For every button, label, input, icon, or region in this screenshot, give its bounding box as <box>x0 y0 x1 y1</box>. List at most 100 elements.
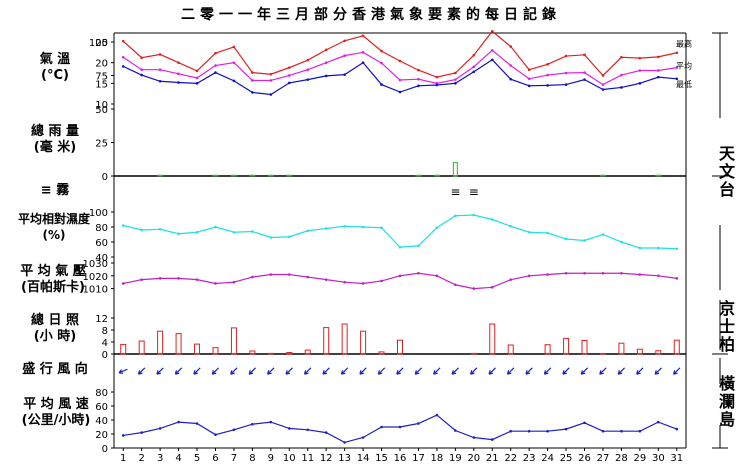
temperature-min-line-point <box>509 77 513 81</box>
wind-speed-line-point <box>214 433 217 437</box>
temperature-mean-line-point <box>343 54 346 57</box>
temperature-min-line-point <box>601 88 605 91</box>
wind-direction-arrow <box>322 367 330 375</box>
temperature-max-line-point <box>324 48 328 52</box>
wind-direction-arrow <box>562 367 570 375</box>
wind-direction-arrow <box>230 367 238 375</box>
sunshine-bar <box>489 323 496 355</box>
day-label: 7 <box>231 453 237 464</box>
wind-speed-line-point <box>546 429 549 433</box>
temperature-min-line-point <box>251 91 254 94</box>
wind-direction-arrow <box>414 367 423 375</box>
temperature-min-line-point <box>380 83 383 86</box>
temperature-min-line-point <box>472 70 476 74</box>
temperature-min-line-point <box>158 79 162 83</box>
humidity-label: 平均相對濕度 (%) <box>17 212 90 242</box>
wind-direction-arrow <box>359 367 367 375</box>
temperature-max-line-point <box>287 66 291 69</box>
wind-speed-line-point <box>657 420 660 424</box>
day-label: 31 <box>670 453 683 464</box>
temperature-max-line-point <box>583 53 586 57</box>
fog-marker: ≡ <box>469 185 479 199</box>
wind-direction-arrow <box>654 367 662 375</box>
station-observatory: 天文台 <box>718 144 735 199</box>
wind-speed-axis-tick-label: 0 <box>102 444 108 455</box>
sunshine-bar <box>397 339 403 355</box>
wind-direction-arrow <box>304 367 312 375</box>
wind-direction-arrow <box>507 367 515 375</box>
wind-speed-label: 平 均 風 速 (公里/小時) <box>21 397 91 428</box>
temperature-mean-line-point <box>472 65 476 69</box>
pressure-axis-tick-label: 1030 <box>83 259 108 270</box>
wind-direction-arrowhead <box>322 370 325 375</box>
temperature-min-line-point <box>232 79 236 83</box>
wind-speed-line-point <box>472 436 476 439</box>
wind-speed-line-point <box>158 427 162 430</box>
wind-direction-arrowhead <box>543 370 547 375</box>
pressure-line-point <box>214 282 217 285</box>
pressure-line-point <box>306 275 310 279</box>
wind-direction-arrowhead <box>156 370 159 375</box>
day-label: 14 <box>357 453 370 464</box>
wind-direction-arrow <box>377 367 386 375</box>
temperature-min-line-point <box>306 78 310 81</box>
temperature-max-line-point <box>454 71 457 75</box>
wind-direction-arrow <box>193 367 201 375</box>
temperature-max-line-point <box>306 58 310 62</box>
sunshine-axis-tick-label: 8 <box>102 326 108 337</box>
wind-direction-arrowhead <box>506 370 510 375</box>
sunshine-bar <box>581 340 588 355</box>
temperature-min-line-point <box>398 90 402 94</box>
temperature-mean-line-point <box>177 72 180 76</box>
wind-speed-line-point <box>527 429 531 433</box>
temperature-mean-line-point <box>324 61 328 64</box>
temperature-max-line-point <box>361 34 365 38</box>
temperature-mean-line-point <box>269 79 273 82</box>
temperature-mean-line-point <box>638 69 642 72</box>
wind-direction-arrowhead <box>193 370 196 375</box>
wind-direction-arrowhead <box>211 370 214 375</box>
temperature-mean-line-point <box>509 64 513 67</box>
humidity-line-point <box>472 213 476 217</box>
wind-direction-arrowhead <box>654 370 657 375</box>
wind-speed-line <box>123 414 677 444</box>
humidity-line-point <box>657 246 660 250</box>
temperature-mean-line-point <box>287 74 291 77</box>
sunshine-axis-tick-label: 12 <box>95 314 108 325</box>
sunshine-bar <box>323 327 330 355</box>
wind-speed-line-point <box>490 438 494 441</box>
humidity-axis-tick-label: 40 <box>95 253 108 264</box>
wind-direction-arrow <box>636 367 644 375</box>
sunshine-bar <box>230 327 237 355</box>
temperature-min-line-point <box>140 73 143 77</box>
wind-direction-arrowhead <box>396 370 399 375</box>
day-label: 17 <box>412 453 425 464</box>
wind-speed-line-point <box>121 434 125 437</box>
humidity-line-point <box>509 224 513 228</box>
fog-label: ≡ 霧 <box>40 183 70 198</box>
temperature-max-line-point <box>121 39 125 43</box>
rainfall-axis-tick-label: 100 <box>89 38 108 49</box>
pressure-line-point <box>324 278 328 281</box>
day-label: 22 <box>504 453 517 464</box>
pressure-line-point <box>638 273 642 276</box>
sunshine-bar <box>470 352 477 355</box>
pressure-line-point <box>195 278 199 281</box>
temperature-mean-line-point <box>417 77 420 81</box>
wind-direction-arrowhead <box>267 370 270 375</box>
humidity-line-point <box>435 226 439 230</box>
wind-speed-axis-tick-label: 80 <box>95 388 108 399</box>
wind-speed-line-point <box>398 425 402 429</box>
sunshine-bar <box>636 348 643 355</box>
temperature-series-label: 平均 <box>676 61 692 71</box>
temperature-mean-line-point <box>140 68 143 71</box>
sunshine-bar <box>360 330 367 355</box>
wind-speed-line-point <box>454 429 457 432</box>
temperature-mean-line-point <box>527 77 531 81</box>
humidity-line-point <box>269 236 273 239</box>
day-label: 10 <box>283 453 296 464</box>
humidity-line-point <box>232 230 236 234</box>
day-label: 26 <box>578 453 591 464</box>
temperature-mean-line-point <box>158 68 162 71</box>
